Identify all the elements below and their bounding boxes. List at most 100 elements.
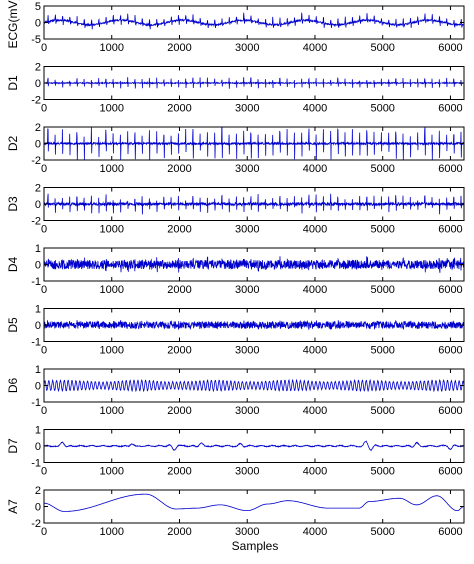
x-tick-label: 1000 [99, 163, 123, 175]
y-axis-label: ECG(mV) [6, 0, 20, 49]
x-tick-label: 1000 [99, 466, 123, 478]
x-tick-label: 0 [41, 42, 47, 54]
y-tick-label: 0 [35, 502, 41, 514]
y-axis-label: D7 [6, 438, 20, 454]
x-tick-label: 4000 [303, 224, 327, 236]
y-tick-label: 0 [35, 260, 41, 272]
x-tick-label: 4000 [303, 163, 327, 175]
x-tick-label: 0 [41, 466, 47, 478]
x-tick-label: 6000 [438, 103, 462, 115]
x-tick-label: 6000 [438, 163, 462, 175]
axes-box [43, 489, 465, 524]
axes-box [43, 368, 465, 403]
y-tick-label: 0 [35, 18, 41, 30]
x-tick-label: 1000 [99, 103, 123, 115]
x-tick-label: 3000 [235, 42, 259, 54]
series-line-d3 [44, 193, 464, 215]
x-tick-label: 6000 [438, 224, 462, 236]
x-tick-label: 3000 [235, 526, 259, 538]
y-tick-label: -1 [31, 276, 41, 288]
x-tick-label: 0 [41, 405, 47, 417]
series-line-d5 [44, 319, 464, 331]
x-tick-label: 5000 [370, 163, 394, 175]
x-tick-label: 1000 [99, 224, 123, 236]
x-tick-label: 5000 [370, 466, 394, 478]
x-tick-label: 3000 [235, 345, 259, 357]
x-tick-label: 2000 [167, 526, 191, 538]
y-axis-label: D6 [6, 378, 20, 394]
x-tick-label: 1000 [99, 345, 123, 357]
y-tick-label: 0 [35, 320, 41, 332]
y-tick-label: 2 [35, 183, 41, 195]
x-tick-label: 3000 [235, 284, 259, 296]
x-tick-label: 5000 [370, 42, 394, 54]
y-tick-label: -5 [31, 34, 41, 46]
y-axis-label: D4 [6, 257, 20, 273]
y-axis-label: A7 [6, 499, 20, 514]
y-tick-label: 0 [35, 441, 41, 453]
x-tick-label: 2000 [167, 103, 191, 115]
x-tick-label: 0 [41, 163, 47, 175]
x-tick-label: 3000 [235, 103, 259, 115]
y-tick-label: 0 [35, 199, 41, 211]
x-tick-label: 4000 [303, 526, 327, 538]
x-tick-label: 0 [41, 224, 47, 236]
x-tick-label: 1000 [99, 284, 123, 296]
y-tick-label: -2 [31, 216, 41, 228]
y-tick-label: 0 [35, 78, 41, 90]
x-tick-label: 3000 [235, 163, 259, 175]
y-tick-label: -2 [31, 155, 41, 167]
x-tick-label: 2000 [167, 224, 191, 236]
y-tick-label: -1 [31, 397, 41, 409]
series-line-d6 [44, 378, 464, 393]
x-tick-label: 4000 [303, 405, 327, 417]
y-axis-label: D2 [6, 136, 20, 152]
series-line-a7 [44, 493, 464, 512]
x-tick-label: 2000 [167, 466, 191, 478]
x-tick-label: 5000 [370, 405, 394, 417]
x-tick-label: 1000 [99, 405, 123, 417]
x-tick-label: 3000 [235, 224, 259, 236]
y-tick-label: 5 [35, 1, 41, 13]
x-tick-label: 2000 [167, 345, 191, 357]
y-tick-label: -1 [31, 337, 41, 349]
series-line-d7 [44, 440, 464, 452]
y-tick-label: 0 [35, 381, 41, 393]
y-tick-label: 2 [35, 122, 41, 134]
x-tick-label: 5000 [370, 284, 394, 296]
y-tick-label: -2 [31, 95, 41, 107]
x-tick-label: 6000 [438, 345, 462, 357]
x-tick-label: 0 [41, 284, 47, 296]
y-tick-label: -2 [31, 518, 41, 530]
x-tick-label: 4000 [303, 345, 327, 357]
x-tick-label: 6000 [438, 466, 462, 478]
y-tick-label: 0 [35, 139, 41, 151]
y-tick-label: 2 [35, 62, 41, 74]
x-tick-label: 5000 [370, 526, 394, 538]
x-tick-label: 2000 [167, 284, 191, 296]
x-tick-label: 1000 [99, 42, 123, 54]
x-tick-label: 6000 [438, 526, 462, 538]
x-tick-label: 5000 [370, 103, 394, 115]
x-axis-label: Samples [232, 539, 279, 553]
x-tick-label: 6000 [438, 42, 462, 54]
y-axis-label: D5 [6, 317, 20, 333]
y-tick-label: 1 [35, 304, 41, 316]
series-line-d4 [44, 256, 464, 273]
x-tick-label: 1000 [99, 526, 123, 538]
x-tick-label: 4000 [303, 103, 327, 115]
x-tick-label: 0 [41, 345, 47, 357]
y-tick-label: 1 [35, 243, 41, 255]
y-tick-label: 2 [35, 485, 41, 497]
x-tick-label: 4000 [303, 466, 327, 478]
